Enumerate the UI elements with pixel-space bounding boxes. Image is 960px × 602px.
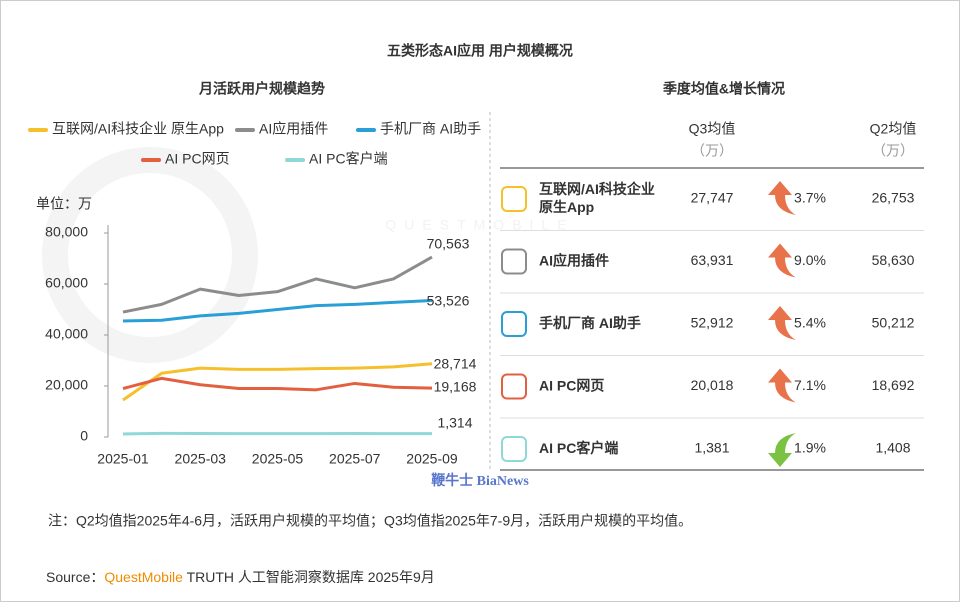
change-value: 9.0% <box>794 252 826 268</box>
y-tick-label: 0 <box>80 428 88 444</box>
chart-subtitle: 月活跃用户规模趋势 <box>198 81 325 97</box>
change-value: 1.9% <box>794 440 826 456</box>
row-name: AI应用插件 <box>539 252 609 268</box>
x-tick-label: 2025-05 <box>252 451 304 467</box>
legend-label: AI PC客户端 <box>309 151 388 167</box>
value-label: 53,526 <box>427 293 470 309</box>
column-header: Q2均值 <box>870 121 917 137</box>
row-name: AI PC网页 <box>539 377 604 393</box>
source-prefix: Source： <box>46 569 104 585</box>
source-brand: QuestMobile <box>104 569 183 585</box>
q3-value: 52,912 <box>691 315 734 331</box>
change-value: 7.1% <box>794 377 826 393</box>
y-tick-label: 20,000 <box>45 377 88 393</box>
series-line <box>122 299 433 323</box>
trend-arrow <box>768 181 796 215</box>
y-tick-label: 40,000 <box>45 326 88 342</box>
row-icon <box>501 248 527 275</box>
trend-arrow <box>768 433 796 467</box>
trend-arrow <box>768 368 796 403</box>
trend-arrow <box>768 306 796 340</box>
row-name: 互联网/AI科技企业原生App <box>539 181 655 215</box>
y-tick-label: 60,000 <box>45 275 88 291</box>
x-tick-label: 2025-01 <box>97 451 149 467</box>
x-tick-label: 2025-07 <box>329 451 381 467</box>
q2-value: 18,692 <box>872 377 915 393</box>
q3-value: 20,018 <box>691 377 734 393</box>
column-unit: （万） <box>872 143 914 159</box>
trend-arrow <box>768 243 796 278</box>
watermark: 鞭牛士 BiaNews <box>431 472 529 489</box>
value-label: 19,168 <box>434 379 477 395</box>
source-rest: TRUTH 人工智能洞察数据库 2025年9月 <box>183 569 435 585</box>
legend-label: 互联网/AI科技企业 原生App <box>52 121 224 137</box>
q3-value: 1,381 <box>694 440 729 456</box>
column-unit: （万） <box>691 143 733 159</box>
row-icon <box>501 186 527 212</box>
series-line <box>122 255 433 314</box>
q2-value: 58,630 <box>872 252 915 268</box>
q2-value: 1,408 <box>875 440 910 456</box>
q2-value: 26,753 <box>872 190 915 206</box>
q3-value: 63,931 <box>691 252 734 268</box>
q3-value: 27,747 <box>691 190 734 206</box>
value-label: 70,563 <box>427 236 470 252</box>
source: Source：QuestMobile TRUTH 人工智能洞察数据库 2025年… <box>46 569 435 585</box>
page-title: 五类形态AI应用 用户规模概况 <box>387 43 573 59</box>
value-label: 1,314 <box>437 415 472 431</box>
column-header: Q3均值 <box>689 121 736 137</box>
row-icon <box>501 311 527 337</box>
row-name: AI PC客户端 <box>539 440 618 456</box>
table-title: 季度均值&增长情况 <box>662 81 785 97</box>
value-label: 28,714 <box>434 356 477 372</box>
series-line <box>122 431 433 436</box>
series-line <box>122 376 433 392</box>
x-tick-label: 2025-09 <box>406 451 458 467</box>
legend-label: 手机厂商 AI助手 <box>380 121 481 137</box>
row-icon <box>501 373 527 400</box>
row-name: 手机厂商 AI助手 <box>539 315 641 331</box>
watermark: QUESTMOBILE <box>385 217 574 233</box>
legend-label: AI应用插件 <box>259 121 328 137</box>
change-value: 5.4% <box>794 315 826 331</box>
row-icon <box>501 436 527 462</box>
y-axis-unit: 单位：万 <box>36 196 92 212</box>
series-line <box>122 362 433 402</box>
q2-value: 50,212 <box>872 315 915 331</box>
note: 注：Q2均值指2025年4-6月，活跃用户规模的平均值；Q3均值指2025年7-… <box>48 513 692 530</box>
legend-label: AI PC网页 <box>165 151 230 167</box>
x-tick-label: 2025-03 <box>175 451 227 467</box>
y-tick-label: 80,000 <box>45 224 88 240</box>
change-value: 3.7% <box>794 190 826 206</box>
